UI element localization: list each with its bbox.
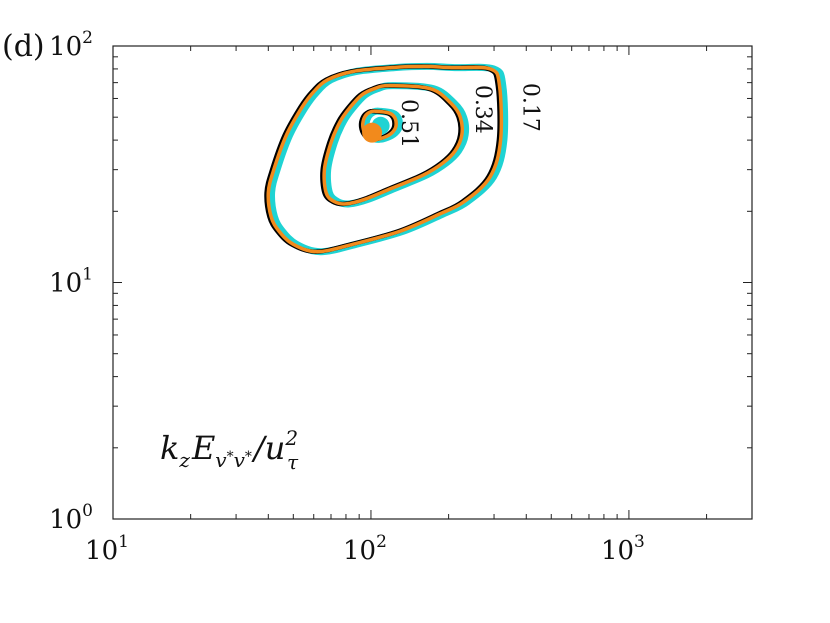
contour-0-17-series-0 <box>268 62 509 256</box>
y-tick-labels: 100 101 102 <box>49 28 93 535</box>
contour-label-0-17: 0.17 <box>517 83 542 132</box>
contour-level-labels: 0.17 0.34 0.51 <box>396 83 542 148</box>
axis-ticks <box>112 45 753 520</box>
contour-0-17-series-1 <box>264 64 502 254</box>
y-tick-label: 102 <box>49 28 93 62</box>
x-tick-label: 103 <box>601 532 645 566</box>
contour-0-34-series-1 <box>320 83 463 207</box>
peak-marker-1 <box>362 122 383 143</box>
contour-0-17-series-2 <box>266 64 504 254</box>
x-tick-labels: 101 102 103 <box>85 532 645 566</box>
x-tick-label: 102 <box>343 532 387 566</box>
contour-0-34-series-2 <box>322 83 464 206</box>
contour-lines <box>264 62 509 256</box>
x-tick-label: 101 <box>85 532 129 566</box>
y-tick-label: 101 <box>49 265 93 299</box>
panel-label: (d) <box>2 29 45 64</box>
contour-label-0-51: 0.51 <box>396 99 421 148</box>
y-tick-label: 100 <box>49 501 93 535</box>
spectrum-annotation: kzEv*v*/u2 τ <box>160 426 299 474</box>
contour-label-0-34: 0.34 <box>470 85 495 134</box>
peak-markers <box>362 116 390 143</box>
